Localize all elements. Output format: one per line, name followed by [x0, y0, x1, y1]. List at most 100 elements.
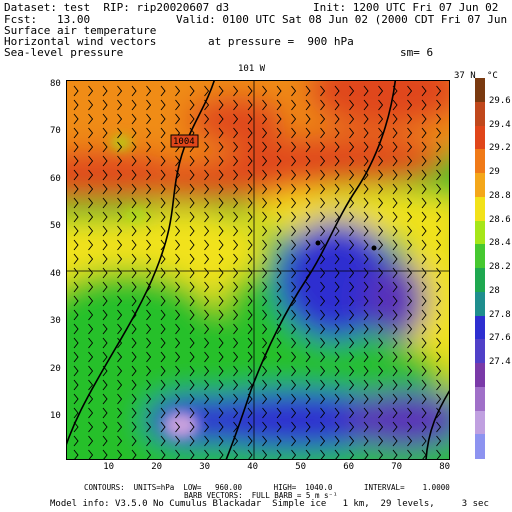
wind-barb	[378, 365, 384, 377]
wind-barb	[378, 169, 384, 181]
wind-barb	[175, 225, 181, 237]
wind-barb	[378, 85, 384, 97]
wind-barb	[320, 225, 326, 237]
wind-barb	[160, 253, 166, 265]
wind-barb	[131, 281, 137, 293]
wind-barb	[102, 323, 108, 335]
wind-barb	[378, 309, 384, 321]
wind-barb	[131, 435, 137, 447]
wind-barb	[131, 393, 137, 405]
wind-barb	[233, 337, 239, 349]
wind-barb	[305, 183, 311, 195]
wind-barb	[88, 295, 94, 307]
wind-barb	[276, 365, 282, 377]
wind-barb	[262, 449, 268, 460]
y-tick-label: 20	[50, 363, 61, 374]
wind-barb	[262, 211, 268, 223]
wind-barb	[276, 253, 282, 265]
wind-barb	[88, 323, 94, 335]
wind-barb	[436, 183, 442, 195]
wind-barb	[218, 85, 224, 97]
wind-barb	[276, 309, 282, 321]
wind-barb	[334, 435, 340, 447]
wind-barb	[407, 169, 413, 181]
colorbar-label: 28.6	[489, 214, 511, 225]
wind-barb	[363, 141, 369, 153]
wind-barb	[233, 155, 239, 167]
wind-barb	[247, 183, 253, 195]
wind-barb	[160, 169, 166, 181]
wind-barb	[146, 99, 152, 111]
wind-barb	[117, 113, 123, 125]
wind-barb	[407, 113, 413, 125]
wind-barb	[436, 295, 442, 307]
wind-barb	[407, 99, 413, 111]
wind-barb	[73, 225, 79, 237]
wind-barb	[276, 211, 282, 223]
wind-barb	[88, 379, 94, 391]
wind-barb	[117, 365, 123, 377]
colorbar-label: 27.4	[489, 357, 511, 367]
wind-barb	[146, 393, 152, 405]
wind-barb	[436, 337, 442, 349]
wind-barb	[175, 393, 181, 405]
wind-barb	[175, 421, 181, 433]
wind-barb	[117, 253, 123, 265]
wind-barb	[233, 323, 239, 335]
wind-barb	[175, 337, 181, 349]
wind-barb	[378, 253, 384, 265]
wind-barb	[146, 267, 152, 279]
wind-barb	[247, 421, 253, 433]
wind-barb	[363, 225, 369, 237]
colorbar-label: 28.8	[489, 190, 511, 201]
colorbar-label: 28.4	[489, 238, 511, 249]
wind-barb	[291, 379, 297, 391]
wind-barb	[117, 407, 123, 419]
wind-barb	[117, 127, 123, 139]
wind-barb	[421, 365, 427, 377]
wind-barb	[436, 267, 442, 279]
wind-barb	[436, 449, 442, 460]
wind-barb	[233, 127, 239, 139]
wind-barb	[392, 113, 398, 125]
x-tick-label: 10	[103, 462, 115, 472]
wind-barb	[262, 197, 268, 209]
wind-barb	[436, 239, 442, 251]
wind-barb	[247, 267, 253, 279]
wind-barb	[189, 281, 195, 293]
wind-barb	[160, 337, 166, 349]
colorbar-label: 29	[489, 167, 500, 177]
x-tick-label: 20	[151, 462, 163, 472]
wind-barb	[247, 309, 253, 321]
wind-barb	[436, 365, 442, 377]
wind-barb	[146, 239, 152, 251]
wind-barb	[131, 197, 137, 209]
wind-barb	[204, 337, 210, 349]
wind-barb	[349, 393, 355, 405]
wind-barb	[102, 449, 108, 460]
wind-barb	[421, 253, 427, 265]
wind-barb	[407, 435, 413, 447]
wind-barb	[233, 211, 239, 223]
wind-barb	[146, 225, 152, 237]
wind-barb	[276, 421, 282, 433]
wind-barb	[320, 281, 326, 293]
wind-barb	[276, 393, 282, 405]
wind-barb	[160, 309, 166, 321]
wind-barb	[349, 99, 355, 111]
wind-barb	[363, 449, 369, 460]
wind-barb	[204, 239, 210, 251]
wind-barb	[88, 281, 94, 293]
wind-barb	[378, 267, 384, 279]
wind-barb	[247, 155, 253, 167]
wind-barb	[276, 295, 282, 307]
x-tick-label: 50	[295, 462, 307, 472]
wind-barb	[392, 407, 398, 419]
wind-barb	[378, 407, 384, 419]
wind-barb	[407, 183, 413, 195]
wind-barb	[131, 253, 137, 265]
wind-barb	[88, 141, 94, 153]
wind-barb	[218, 435, 224, 447]
colorbar-segment	[475, 434, 485, 459]
wind-barb	[189, 379, 195, 391]
